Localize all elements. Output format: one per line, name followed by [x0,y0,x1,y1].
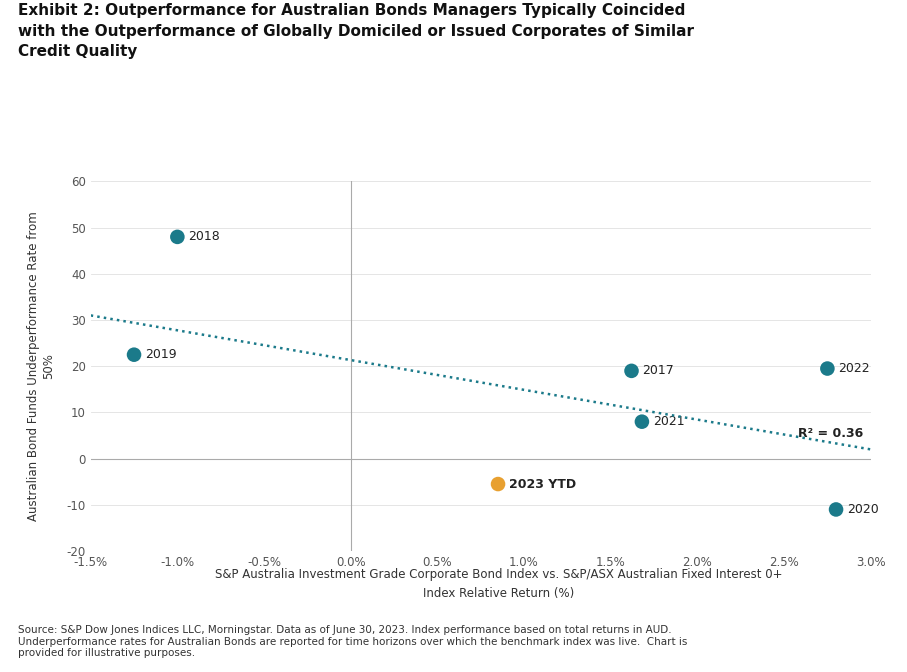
Point [127,349,141,360]
Text: 2021: 2021 [653,415,685,428]
Text: Credit Quality: Credit Quality [18,44,138,58]
Text: 2018: 2018 [189,230,220,243]
Text: R² = 0.36: R² = 0.36 [798,427,863,439]
Text: S&P Australia Investment Grade Corporate Bond Index vs. S&P/ASX Australian Fixed: S&P Australia Investment Grade Corporate… [215,568,783,581]
Point [829,504,844,515]
Point [624,366,639,376]
Y-axis label: Australian Bond Funds Underperformance Rate from
50%: Australian Bond Funds Underperformance R… [27,212,55,521]
Text: 2023 YTD: 2023 YTD [509,478,576,491]
Text: Source: S&P Dow Jones Indices LLC, Morningstar. Data as of June 30, 2023. Index : Source: S&P Dow Jones Indices LLC, Morni… [18,625,688,658]
Text: 2017: 2017 [643,364,675,378]
Point [491,478,505,489]
Text: 2020: 2020 [847,503,879,516]
Point [635,416,649,427]
Text: with the Outperformance of Globally Domiciled or Issued Corporates of Similar: with the Outperformance of Globally Domi… [18,24,694,38]
Text: 2022: 2022 [838,362,870,375]
Point [171,231,185,243]
Point [820,363,834,374]
Text: Index Relative Return (%): Index Relative Return (%) [424,587,574,599]
Text: Exhibit 2: Outperformance for Australian Bonds Managers Typically Coincided: Exhibit 2: Outperformance for Australian… [18,3,686,18]
Text: 2019: 2019 [145,348,177,361]
